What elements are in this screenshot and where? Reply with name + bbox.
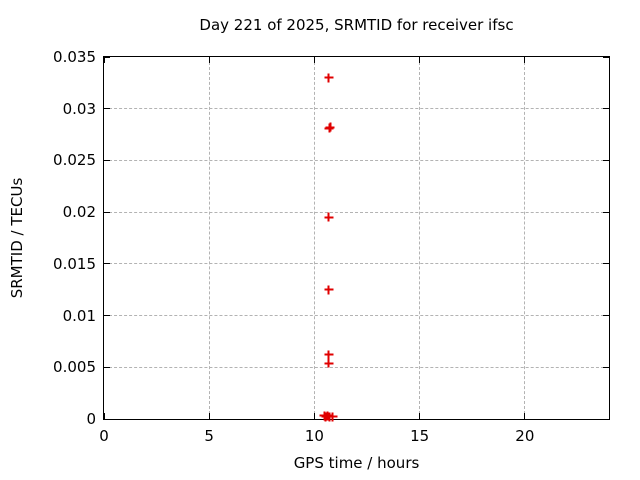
y-tick-mark [104, 211, 110, 213]
y-tick-label: 0.02 [62, 203, 96, 222]
y-tick-label: 0.03 [62, 99, 96, 118]
x-tick-mark [524, 413, 526, 419]
x-axis-label: GPS time / hours [293, 454, 420, 472]
y-tick-mark-mirror [603, 366, 609, 368]
y-tick-mark-mirror [603, 108, 609, 110]
y-tick-mark [104, 315, 110, 317]
chart-title: Day 221 of 2025, SRMTID for receiver ifs… [199, 16, 514, 34]
x-gridline [419, 57, 421, 419]
x-tick-label: 0 [99, 427, 109, 445]
y-tick-mark-mirror [603, 263, 609, 265]
x-tick-mark [208, 413, 210, 419]
x-gridline [524, 57, 526, 419]
y-tick-mark [104, 263, 110, 265]
x-gridline [208, 57, 210, 419]
y-tick-mark-mirror [603, 315, 609, 317]
y-axis-label: SRMTID / TECUs [8, 177, 26, 299]
y-tick-label: 0.005 [53, 358, 96, 377]
y-gridline [104, 108, 609, 110]
x-tick-label: 10 [304, 427, 324, 445]
data-point-marker [324, 358, 334, 368]
y-gridline [104, 315, 609, 317]
y-gridline [104, 211, 609, 213]
x-tick-mark-mirror [208, 57, 210, 63]
y-tick-label: 0.035 [53, 48, 96, 66]
y-tick-label: 0.015 [53, 254, 96, 273]
data-point-marker [323, 411, 333, 421]
x-tick-mark [419, 413, 421, 419]
y-tick-mark-mirror [603, 56, 609, 58]
data-point-marker [324, 73, 334, 83]
x-tick-mark-mirror [103, 57, 105, 63]
y-gridline [104, 263, 609, 265]
data-point-marker [324, 212, 334, 222]
x-tick-label: 20 [515, 427, 535, 445]
y-tick-label: 0.025 [53, 151, 96, 170]
y-tick-mark-mirror [603, 159, 609, 161]
data-point-marker [324, 350, 334, 360]
y-gridline [104, 366, 609, 368]
y-tick-mark-mirror [603, 211, 609, 213]
y-tick-label: 0 [86, 410, 96, 428]
y-tick-mark-mirror [603, 418, 609, 420]
x-tick-mark-mirror [313, 57, 315, 63]
y-tick-mark [104, 108, 110, 110]
data-point-marker [324, 285, 334, 295]
x-tick-mark-mirror [524, 57, 526, 63]
y-tick-label: 0.01 [62, 306, 96, 325]
plot-area: 0 5 10 15 20 0 0.005 0.01 0.015 0.02 0.025 0.03 0.03… [53, 48, 610, 445]
x-tick-mark-mirror [419, 57, 421, 63]
y-tick-mark [104, 56, 110, 58]
y-tick-mark [104, 366, 110, 368]
y-tick-mark [104, 418, 110, 420]
x-tick-mark [103, 413, 105, 419]
x-tick-mark [313, 413, 315, 419]
x-tick-label: 15 [410, 427, 430, 445]
y-tick-mark [104, 159, 110, 161]
x-gridline [313, 57, 315, 419]
data-point-marker [325, 122, 335, 132]
data-point-marker [328, 412, 337, 422]
y-gridline [104, 159, 609, 161]
x-tick-label: 5 [204, 427, 214, 445]
